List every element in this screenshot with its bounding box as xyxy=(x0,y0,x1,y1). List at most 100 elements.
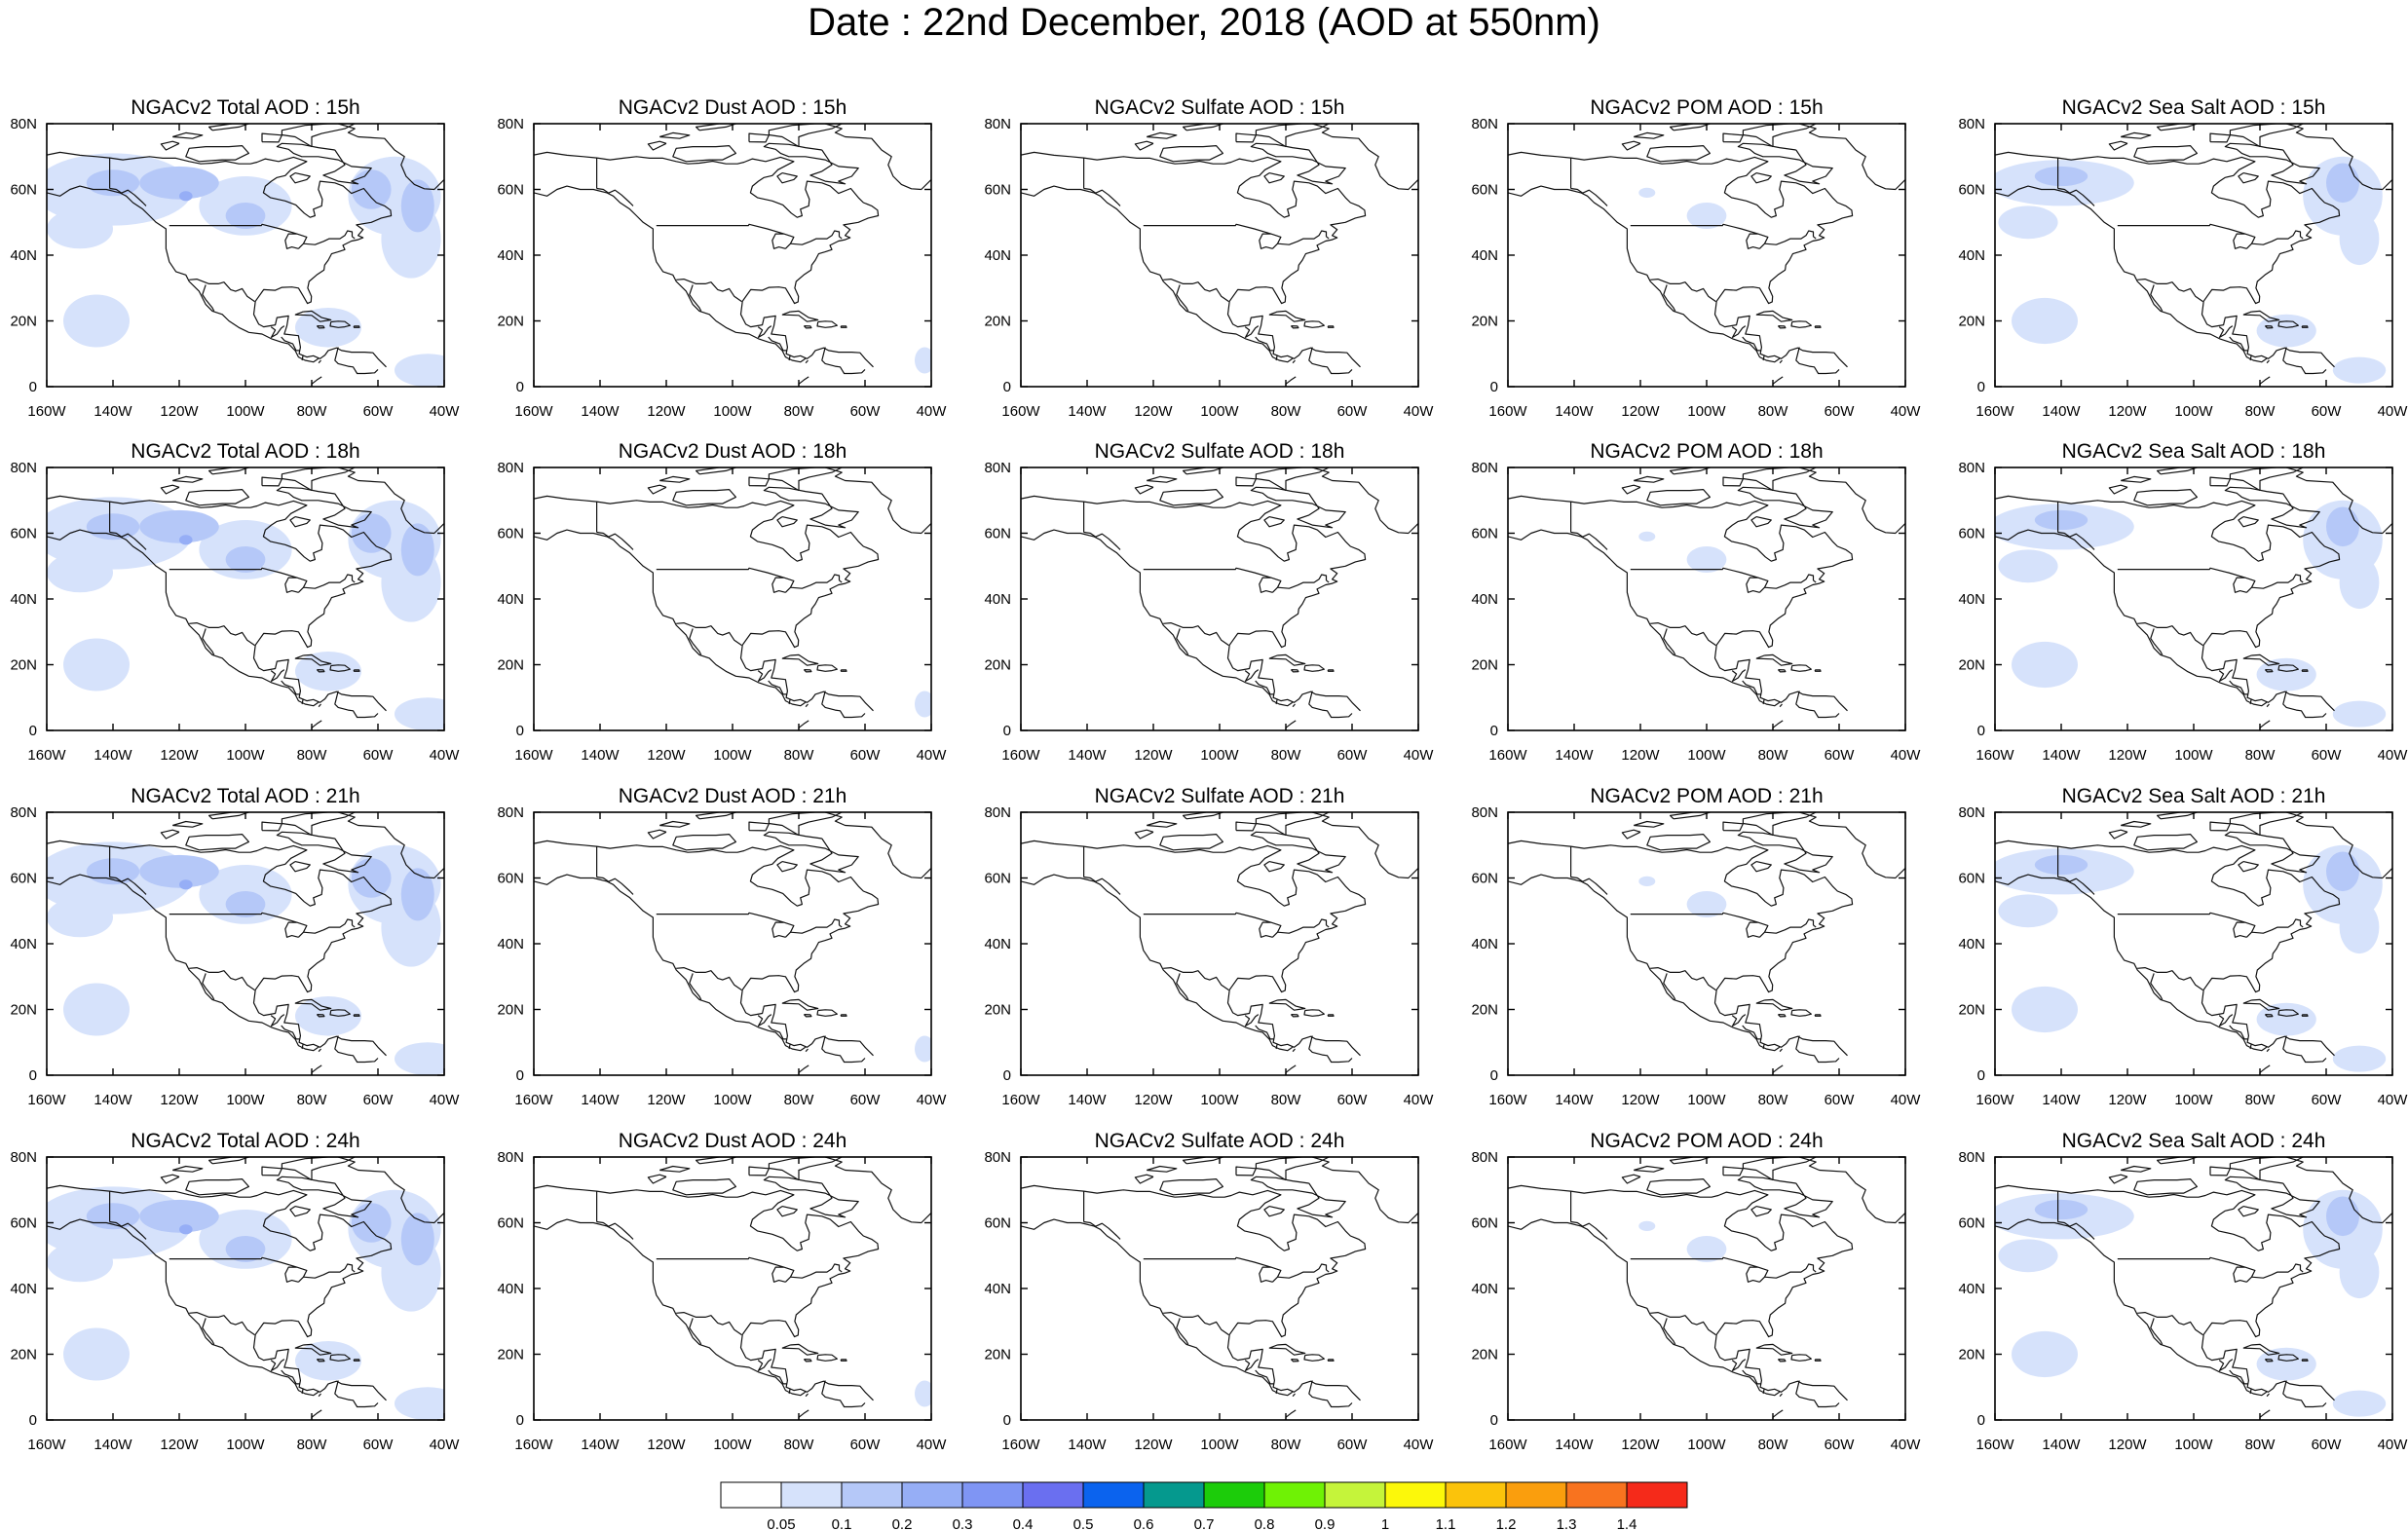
aod-shading xyxy=(915,1380,931,1407)
x-tick-label: 80W xyxy=(784,1092,815,1108)
aod-shading xyxy=(295,1341,361,1381)
x-tick-label: 120W xyxy=(1621,747,1660,764)
coastline xyxy=(1646,1177,1712,1196)
coastline xyxy=(1750,172,1772,184)
coastline xyxy=(2229,467,2304,492)
map-panel-seasalt-15h: NGACv2 Sea Salt AOD : 15h 160W 140W 120W 100… xyxy=(1958,96,2408,420)
aod-shading xyxy=(47,1242,113,1283)
coastline xyxy=(2133,145,2198,163)
coastline xyxy=(1755,653,1793,666)
x-tick-label: 100W xyxy=(2174,1092,2213,1108)
coastline xyxy=(1263,1206,1285,1217)
y-tick-label: 0 xyxy=(1490,723,1498,739)
coastline xyxy=(2229,336,2248,352)
coastline xyxy=(301,1388,304,1395)
coastline xyxy=(1663,1318,1676,1345)
coastline xyxy=(840,1359,847,1362)
coastline xyxy=(2157,812,2198,820)
coastline xyxy=(1163,1311,1229,1336)
coastline xyxy=(2218,1014,2234,1027)
x-tick-label: 60W xyxy=(2312,403,2343,420)
x-tick-label: 60W xyxy=(1337,747,1369,764)
coastline xyxy=(1308,691,1353,719)
y-tick-label: 20N xyxy=(497,314,524,330)
coastline xyxy=(776,861,798,873)
aod-shading xyxy=(351,513,392,553)
coastline xyxy=(1021,1184,1367,1338)
coastline xyxy=(1814,1359,1822,1362)
aod-shading xyxy=(63,294,130,348)
y-tick-label: 80N xyxy=(984,804,1011,821)
coastline xyxy=(1795,1380,1840,1408)
coastline xyxy=(659,820,691,828)
y-tick-label: 60N xyxy=(10,1215,37,1232)
coastline xyxy=(771,1266,795,1283)
y-tick-label: 40N xyxy=(10,591,37,608)
y-tick-label: 20N xyxy=(984,1002,1011,1019)
coastline xyxy=(1742,1157,1817,1181)
x-tick-label: 80W xyxy=(297,1437,328,1453)
y-tick-label: 60N xyxy=(1958,1215,1985,1232)
coastline xyxy=(1742,1369,1761,1385)
coastline xyxy=(1634,820,1665,828)
y-tick-label: 40N xyxy=(1958,936,1985,952)
map-frame xyxy=(1020,123,1419,388)
map-panel-seasalt-21h: NGACv2 Sea Salt AOD : 21h 160W 140W 120W 100… xyxy=(1958,785,2408,1108)
coastline xyxy=(1163,966,1229,991)
aod-shading xyxy=(400,868,434,921)
x-tick-label: 140W xyxy=(1555,403,1594,420)
x-tick-label: 100W xyxy=(226,747,265,764)
x-tick-label: 100W xyxy=(713,747,752,764)
coastline xyxy=(2117,1256,2245,1268)
coastline xyxy=(2224,831,2320,874)
coastline xyxy=(1244,1359,1260,1372)
coastline xyxy=(1995,151,2341,305)
y-tick-label: 80N xyxy=(1471,1149,1498,1166)
coastline xyxy=(1737,142,1833,185)
coastline xyxy=(1731,669,1747,683)
x-tick-label: 60W xyxy=(363,1437,395,1453)
colorbar-swatch xyxy=(901,1481,963,1509)
coastline xyxy=(2229,812,2304,837)
coastline xyxy=(311,1409,322,1420)
aod-shading xyxy=(225,1236,266,1262)
coastline xyxy=(1742,124,1817,148)
map-panel-total-24h: NGACv2 Total AOD : 24h 160W 140W 120W 100W 80… xyxy=(10,1130,460,1453)
map-frame xyxy=(533,123,932,388)
coastline xyxy=(1646,145,1712,163)
coastline xyxy=(1134,829,1154,840)
coastline xyxy=(289,172,311,184)
aod-shading xyxy=(351,1203,392,1243)
colorbar-label: 0.05 xyxy=(767,1516,795,1531)
coastline xyxy=(338,124,444,191)
y-tick-label: 80N xyxy=(10,460,37,476)
aod-shading xyxy=(139,1199,219,1233)
coastline xyxy=(1327,1014,1335,1017)
x-tick-label: 40W xyxy=(430,747,461,764)
y-tick-label: 40N xyxy=(10,936,37,952)
y-tick-label: 40N xyxy=(497,1281,524,1297)
y-tick-label: 20N xyxy=(10,657,37,674)
coastline xyxy=(534,874,807,1052)
x-tick-label: 40W xyxy=(2378,1092,2408,1108)
x-tick-label: 120W xyxy=(647,1437,686,1453)
coastline xyxy=(1308,1380,1353,1408)
coastline xyxy=(2249,698,2252,705)
coastline xyxy=(1275,1043,1278,1050)
coastline xyxy=(825,124,931,191)
x-tick-label: 100W xyxy=(2174,403,2213,420)
y-tick-label: 60N xyxy=(1958,526,1985,542)
y-tick-label: 80N xyxy=(497,804,524,821)
coastline xyxy=(1268,998,1306,1011)
coastline xyxy=(1764,918,1817,934)
coastline xyxy=(261,1166,282,1176)
aod-shading xyxy=(1686,891,1727,917)
coastline xyxy=(2150,284,2163,312)
x-tick-label: 120W xyxy=(1621,1092,1660,1108)
map-panel-pom-24h: NGACv2 POM AOD : 24h 160W 140W 120W 100W 80W 6… xyxy=(1471,1130,1921,1453)
coastline xyxy=(2137,1311,2203,1336)
x-tick-label: 140W xyxy=(1555,747,1594,764)
coastline xyxy=(821,347,866,375)
coastline xyxy=(689,628,702,655)
coastline xyxy=(172,475,204,483)
